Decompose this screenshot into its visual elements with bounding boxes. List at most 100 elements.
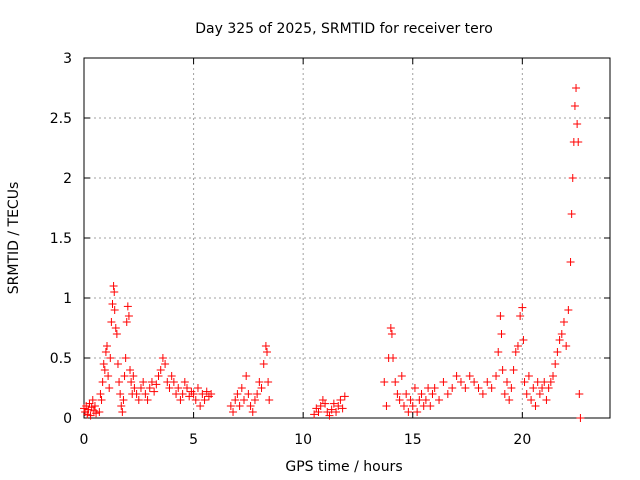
y-tick-label: 0 <box>63 411 72 427</box>
data-point <box>497 330 506 338</box>
data-point <box>568 174 577 182</box>
data-point <box>529 384 538 392</box>
y-tick-label: 0.5 <box>50 351 72 367</box>
data-point <box>336 396 345 404</box>
data-point <box>519 336 528 344</box>
data-point <box>428 390 437 398</box>
data-point <box>492 372 501 380</box>
data-point <box>574 138 583 146</box>
data-point <box>165 384 174 392</box>
data-point <box>334 402 343 410</box>
data-point <box>520 378 529 386</box>
data-point <box>136 384 145 392</box>
data-point <box>443 390 452 398</box>
data-point <box>200 396 209 404</box>
data-point <box>513 342 522 350</box>
data-point <box>410 384 419 392</box>
data-point <box>120 372 129 380</box>
data-point <box>185 392 194 401</box>
data-point <box>103 342 112 350</box>
data-point <box>116 390 125 398</box>
data-point <box>564 306 573 314</box>
data-point <box>448 384 457 392</box>
data-point <box>522 390 531 398</box>
data-point <box>235 402 244 410</box>
data-point <box>250 396 259 404</box>
data-point <box>191 396 200 404</box>
data-point <box>500 390 509 398</box>
data-point <box>435 396 444 404</box>
data-point <box>108 300 117 308</box>
data-point <box>406 396 415 404</box>
data-point <box>483 378 492 386</box>
data-point <box>314 408 323 416</box>
data-point <box>113 360 122 368</box>
x-tick-labels: 0 5 10 15 20 <box>80 432 532 448</box>
data-point <box>413 408 422 416</box>
data-point <box>169 378 178 386</box>
data-point <box>456 378 465 386</box>
data-point <box>465 372 474 380</box>
data-point <box>118 408 127 416</box>
data-point <box>107 318 116 326</box>
data-point <box>196 402 205 410</box>
data-point <box>408 402 417 410</box>
data-point <box>559 318 568 326</box>
data-point <box>557 330 566 338</box>
data-point <box>318 396 327 404</box>
data-point <box>111 324 120 332</box>
data-point <box>248 408 257 416</box>
data-point <box>265 396 274 404</box>
data-point <box>393 390 402 398</box>
data-point <box>518 303 527 312</box>
data-point <box>261 342 270 350</box>
data-point <box>110 288 119 296</box>
data-point <box>329 399 338 408</box>
data-point <box>139 378 148 386</box>
data-point <box>229 408 238 416</box>
data-point <box>426 402 435 410</box>
x-tick-label: 5 <box>189 432 198 448</box>
data-point <box>555 336 564 344</box>
data-point <box>562 342 571 350</box>
data-point <box>576 414 585 422</box>
data-point <box>99 360 108 368</box>
data-point <box>399 402 408 410</box>
data-point <box>516 312 525 320</box>
data-point <box>97 396 106 404</box>
data-point <box>509 366 518 374</box>
data-point <box>494 348 503 356</box>
data-point <box>105 384 114 392</box>
data-point <box>119 396 128 404</box>
data-point <box>106 354 115 362</box>
data-point <box>143 396 152 404</box>
data-point <box>126 366 135 374</box>
data-point <box>202 387 211 396</box>
data-point <box>316 402 325 410</box>
data-point <box>575 390 584 398</box>
data-point <box>174 384 183 392</box>
data-point <box>439 378 448 386</box>
data-point <box>417 390 426 398</box>
data-point <box>112 330 121 338</box>
data-point <box>152 380 161 389</box>
data-point <box>567 210 576 218</box>
data-point <box>391 378 400 386</box>
y-tick-label: 3 <box>63 51 72 67</box>
data-point <box>123 302 132 311</box>
data-point <box>109 282 118 290</box>
data-point <box>100 366 109 374</box>
x-tick-label: 10 <box>294 432 312 448</box>
data-point <box>92 409 101 418</box>
data-point <box>264 378 273 386</box>
data-point <box>402 390 411 398</box>
data-point <box>340 392 349 401</box>
data-point <box>573 120 582 128</box>
data-point <box>156 366 165 374</box>
data-point <box>145 384 154 392</box>
data-point <box>121 354 130 362</box>
data-point <box>496 312 505 320</box>
data-point <box>397 372 406 380</box>
data-point <box>189 390 198 398</box>
